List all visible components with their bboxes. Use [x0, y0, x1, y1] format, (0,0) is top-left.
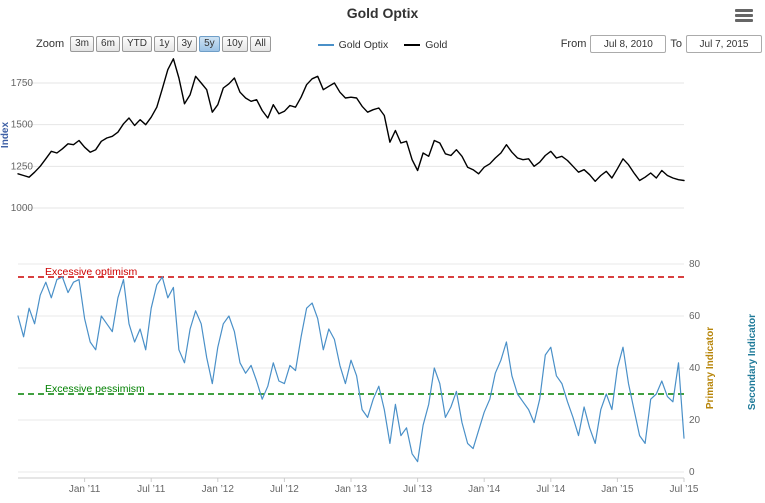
price-axis-tick-label: 1000	[11, 203, 34, 214]
optix-axis-tick-label: 80	[689, 259, 701, 270]
zoom-6m-button[interactable]: 6m	[96, 36, 120, 52]
x-axis-label: Jan ’13	[335, 484, 368, 495]
gold-line-swatch	[404, 44, 421, 46]
x-axis-label: Jul ’14	[536, 484, 565, 495]
legend: Gold Optix Gold	[0, 39, 765, 51]
x-axis-label: Jul ’13	[403, 484, 432, 495]
zoom-ytd-button[interactable]: YTD	[121, 36, 152, 52]
zoom-3y-button[interactable]: 3y	[176, 36, 198, 52]
x-axis-label: Jul ’15	[670, 484, 699, 495]
hamburger-bar	[735, 9, 753, 12]
secondary-indicator-axis-title: Secondary Indicator	[747, 314, 758, 410]
to-label: To	[670, 38, 682, 50]
gold-optix-line	[17, 276, 685, 463]
legend-label-gold: Gold	[425, 39, 448, 51]
zoom-1y-button[interactable]: 1y	[153, 36, 175, 52]
primary-indicator-axis-title: Primary Indicator	[705, 327, 716, 409]
optix-axis-tick-label: 20	[689, 415, 701, 426]
optix-axis-tick-label: 60	[689, 311, 701, 322]
x-axis-label: Jul ’11	[137, 484, 166, 495]
legend-label-gold-optix: Gold Optix	[338, 39, 389, 51]
zoom-all-button[interactable]: All	[249, 36, 271, 52]
date-range-controls: From To	[561, 35, 762, 53]
x-axis-label: Jan ’14	[468, 484, 501, 495]
x-axis-label: Jan ’12	[202, 484, 235, 495]
x-axis-label: Jul ’12	[270, 484, 299, 495]
x-axis-label: Jan ’11	[69, 484, 101, 495]
legend-item-gold-optix[interactable]: Gold Optix	[317, 39, 389, 51]
optix-axis-tick-label: 40	[689, 363, 701, 374]
chart-title: Gold Optix	[346, 5, 419, 21]
legend-item-gold[interactable]: Gold	[404, 39, 447, 51]
excessive-optimism-label: Excessive optimism	[45, 266, 137, 278]
excessive-pessimism-label: Excessive pessimism	[45, 383, 145, 395]
hamburger-bar	[735, 19, 753, 22]
gold-optix-line-swatch	[317, 44, 334, 46]
from-label: From	[560, 38, 587, 50]
to-date-input[interactable]	[686, 35, 762, 53]
hamburger-menu-icon[interactable]	[735, 9, 753, 22]
from-date-input[interactable]	[590, 35, 667, 53]
price-axis-tick-label: 1750	[11, 78, 34, 89]
zoom-5y-button[interactable]: 5y	[199, 36, 220, 52]
zoom-label: Zoom	[36, 38, 65, 50]
x-axis-label: Jan ’15	[601, 484, 634, 495]
gold-price-line	[17, 58, 685, 183]
hamburger-bar	[735, 14, 753, 17]
zoom-controls: Zoom 3m 6m YTD 1y 3y 5y 10y All	[36, 36, 271, 52]
chart-plot-area[interactable]	[18, 56, 684, 478]
zoom-10y-button[interactable]: 10y	[221, 36, 248, 52]
optix-axis-tick-label: 0	[689, 467, 695, 478]
index-axis-title: Index	[0, 122, 11, 149]
price-axis-tick-label: 1250	[11, 161, 34, 172]
price-axis-tick-label: 1500	[11, 120, 34, 131]
zoom-3m-button[interactable]: 3m	[70, 36, 95, 52]
